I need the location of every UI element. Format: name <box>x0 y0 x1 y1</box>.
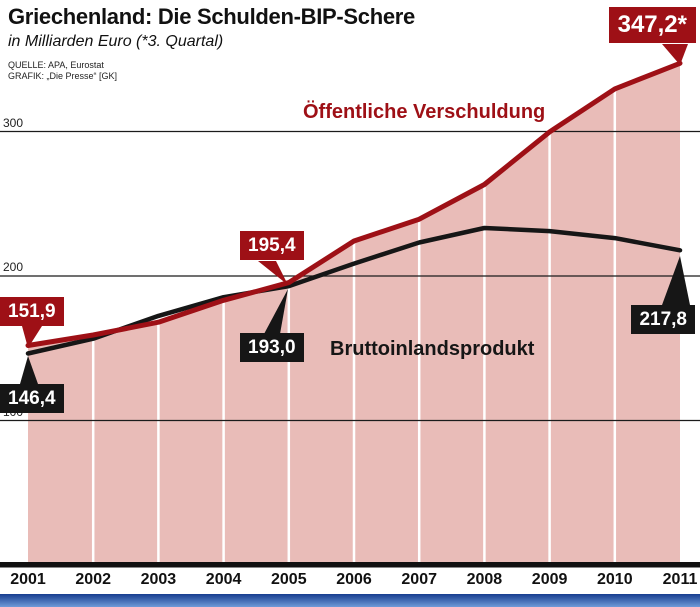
x-axis-label: 2004 <box>205 571 242 588</box>
callout-pointer <box>662 44 688 65</box>
source-credit: QUELLE: APA, Eurostat <box>8 60 104 70</box>
x-axis-label: 2006 <box>336 571 372 588</box>
x-axis-label: 2003 <box>140 571 177 588</box>
gdp-line <box>25 225 683 356</box>
x-axis-label: 2009 <box>531 571 568 588</box>
y-axis-label: 300 <box>3 115 24 130</box>
page-title: Griechenland: Die Schulden-BIP-Schere <box>8 4 415 29</box>
x-axis: 2001 2002 2003 2004 2005 2006 2007 2008 2009 2010… <box>0 571 700 593</box>
debt-2011-value-label: 347,2* <box>608 7 696 43</box>
graphic-credit: GRAFIK: „Die Presse“ [GK] <box>8 71 118 81</box>
gdp-2011-value-label: 217,8 <box>631 305 695 334</box>
footer-brand-bar <box>0 594 700 607</box>
x-axis-label: 2008 <box>466 571 503 588</box>
gdp-2005-value-label: 193,0 <box>240 333 304 362</box>
x-axis-label: 2011 <box>662 571 698 588</box>
chart-subtitle: in Milliarden Euro (*3. Quartal) <box>8 33 224 50</box>
callout-pointer <box>662 256 690 305</box>
y-axis-label: 200 <box>3 260 24 274</box>
debt-line <box>25 60 683 348</box>
callout-pointer <box>20 356 38 384</box>
debt-2001-value-label: 151,9 <box>0 297 64 326</box>
callout-pointer <box>264 289 288 334</box>
debt-2005-value-label: 195,4 <box>240 231 304 260</box>
x-axis-baseline <box>0 562 700 568</box>
callout-pointer <box>22 326 42 348</box>
callout-pointer <box>258 261 288 285</box>
x-axis-label: 2005 <box>271 571 307 588</box>
x-axis-label: 2001 <box>10 571 46 588</box>
x-axis-label: 2002 <box>75 571 111 588</box>
gdp-2001-value-label: 146,4 <box>0 384 64 413</box>
gdp-series-label: Bruttoinlandsprodukt <box>330 338 535 360</box>
debt-series-label: Öffentliche Verschuldung <box>303 101 546 123</box>
x-axis-label: 2010 <box>597 571 633 588</box>
x-axis-label: 2007 <box>401 571 437 588</box>
y-axis: 300200100 <box>0 0 60 607</box>
